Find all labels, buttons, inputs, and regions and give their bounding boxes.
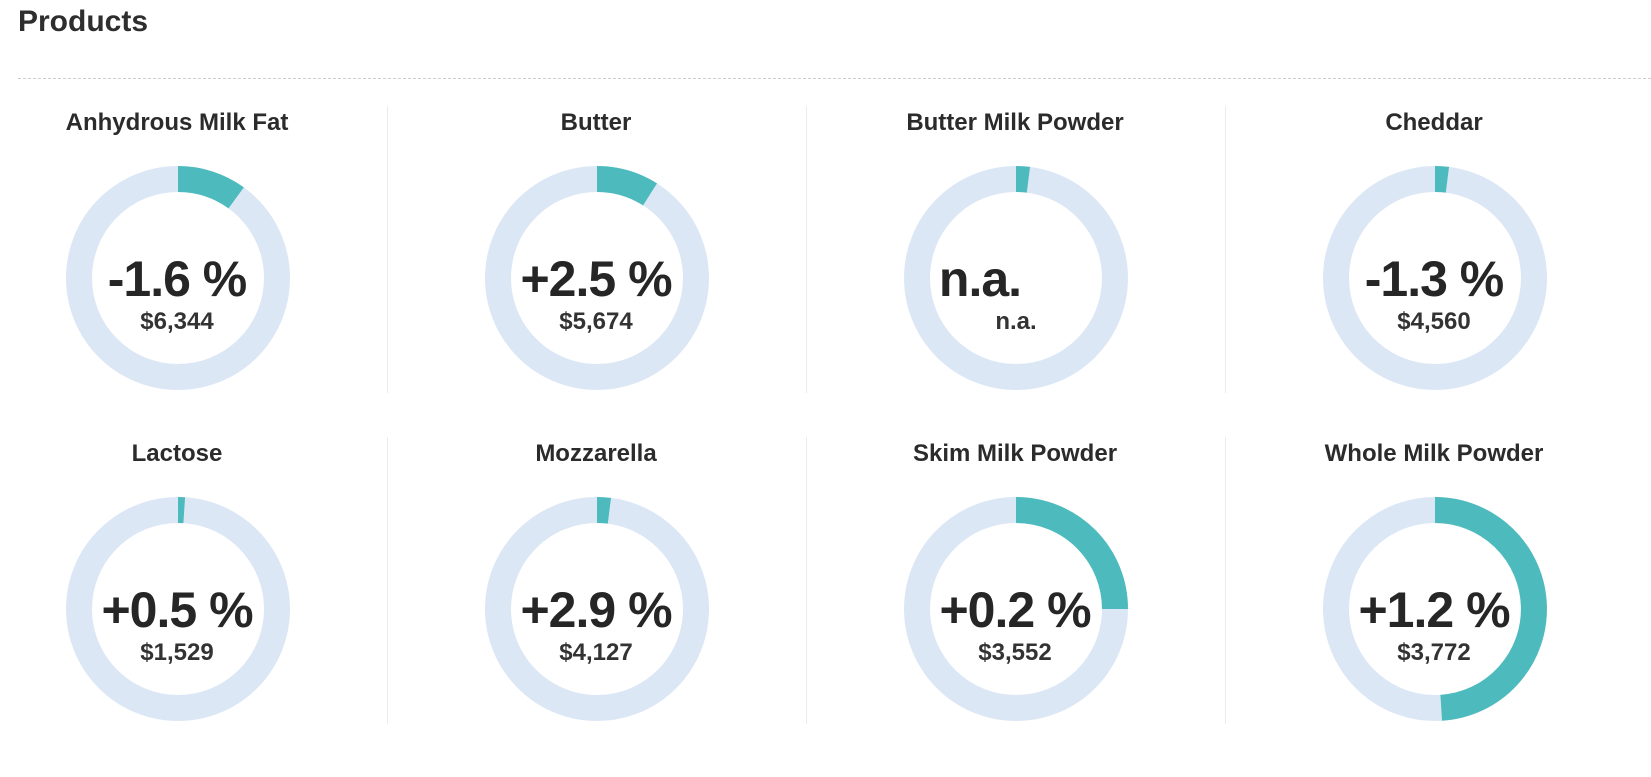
price-change: +2.5 % bbox=[520, 251, 672, 307]
product-name: Whole Milk Powder bbox=[1324, 440, 1544, 467]
donut-center: +0.2 % $3,552 bbox=[828, 582, 1202, 668]
donut-chart bbox=[904, 165, 1128, 390]
price-value: $1,529 bbox=[140, 639, 214, 666]
product-tile: Butter +2.5 % $5,674 bbox=[409, 108, 783, 408]
donut-center: -1.6 % $6,344 bbox=[0, 251, 364, 337]
product-tile: Skim Milk Powder +0.2 % $3,552 bbox=[828, 439, 1202, 739]
price-value: $4,560 bbox=[1397, 308, 1471, 335]
page-title: Products bbox=[18, 5, 149, 38]
price-value: $4,127 bbox=[559, 639, 633, 666]
product-tile: Mozzarella +2.9 % $4,127 bbox=[409, 439, 783, 739]
product-name: Cheddar bbox=[1385, 109, 1483, 136]
price-change: -1.3 % bbox=[1364, 251, 1505, 307]
donut-center: +0.5 % $1,529 bbox=[0, 582, 364, 668]
donut-chart bbox=[485, 496, 709, 721]
product-tile: Whole Milk Powder +1.2 % $3,772 bbox=[1247, 439, 1621, 739]
product-tile: Anhydrous Milk Fat -1.6 % $6,344 bbox=[0, 108, 364, 408]
donut-arc bbox=[177, 166, 244, 209]
price-change: +0.2 % bbox=[939, 582, 1091, 638]
donut-arc bbox=[596, 166, 658, 206]
donut-arc bbox=[1015, 497, 1128, 610]
column-divider bbox=[806, 106, 807, 393]
donut-center: +2.5 % $5,674 bbox=[409, 251, 783, 337]
price-change: +1.2 % bbox=[1358, 582, 1510, 638]
donut-chart bbox=[66, 166, 290, 390]
donut-center: n.a. n.a. bbox=[828, 251, 1202, 337]
price-value: $3,552 bbox=[978, 639, 1052, 666]
donut-arc bbox=[1434, 497, 1547, 721]
column-divider bbox=[806, 437, 807, 724]
donut-chart bbox=[1323, 497, 1547, 721]
donut-chart bbox=[904, 497, 1128, 721]
donut-center: +1.2 % $3,772 bbox=[1247, 582, 1621, 668]
product-name: Anhydrous Milk Fat bbox=[65, 109, 289, 136]
title-divider bbox=[18, 78, 1651, 79]
product-tile: Lactose +0.5 % $1,529 bbox=[0, 439, 364, 739]
price-change: n.a. bbox=[938, 251, 1022, 307]
price-value: $6,344 bbox=[140, 308, 214, 335]
column-divider bbox=[387, 106, 388, 393]
column-divider bbox=[1225, 437, 1226, 724]
donut-chart bbox=[485, 166, 709, 390]
donut-arc bbox=[1434, 165, 1450, 193]
donut-center: +2.9 % $4,127 bbox=[409, 582, 783, 668]
price-value: $3,772 bbox=[1397, 639, 1471, 666]
product-name: Butter bbox=[560, 109, 632, 136]
column-divider bbox=[387, 437, 388, 724]
product-name: Mozzarella bbox=[535, 440, 657, 467]
product-tile: Cheddar -1.3 % $4,560 bbox=[1247, 108, 1621, 408]
donut-arc bbox=[1015, 165, 1031, 193]
product-name: Skim Milk Powder bbox=[912, 440, 1118, 467]
price-change: +0.5 % bbox=[101, 582, 253, 638]
product-name: Lactose bbox=[131, 440, 223, 467]
product-tile: Butter Milk Powder n.a. n.a. bbox=[828, 108, 1202, 408]
donut-center: -1.3 % $4,560 bbox=[1247, 251, 1621, 337]
product-name: Butter Milk Powder bbox=[906, 109, 1124, 136]
price-value: n.a. bbox=[995, 308, 1037, 335]
column-divider bbox=[1225, 106, 1226, 393]
donut-chart bbox=[1323, 165, 1547, 390]
donut-chart bbox=[66, 497, 290, 721]
donut-arc bbox=[596, 496, 612, 524]
price-change: -1.6 % bbox=[107, 251, 248, 307]
price-change: +2.9 % bbox=[520, 582, 672, 638]
price-value: $5,674 bbox=[559, 308, 633, 335]
